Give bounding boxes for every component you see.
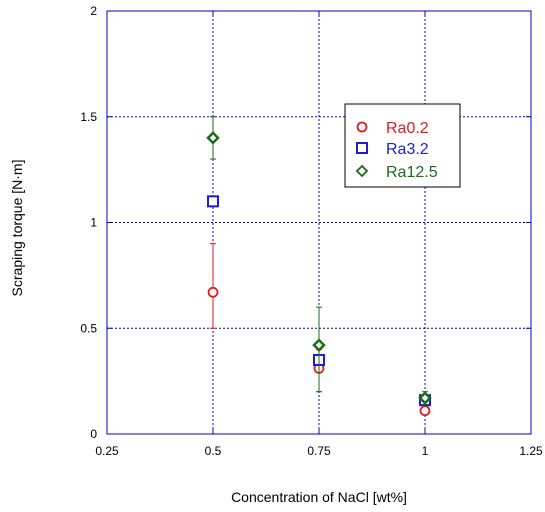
- legend-entry-ra12-5: Ra12.5: [355, 164, 438, 181]
- legend-entry-ra3-2: Ra3.2: [356, 141, 429, 158]
- y-tick-label-1: 1: [90, 216, 97, 230]
- data-point-circle: [419, 405, 431, 417]
- legend-label-ra12-5: Ra12.5: [386, 164, 438, 181]
- legend: Ra0.2 Ra3.2 Ra12.5: [344, 103, 461, 188]
- y-tick-label-2: 2: [90, 4, 97, 18]
- data-point-diamond: [418, 391, 432, 405]
- y-tick-label-1-5: 1.5: [80, 110, 97, 124]
- y-tick-label-0: 0: [90, 427, 97, 441]
- data-point-circle: [207, 286, 219, 298]
- x-tick-label-0-75: 0.75: [307, 444, 331, 458]
- legend-marker-circle: [356, 121, 368, 133]
- y-axis-label: Scraping torque [N·m]: [9, 160, 25, 297]
- legend-marker-square: [356, 142, 368, 154]
- legend-marker-diamond: [355, 164, 369, 178]
- data-point-diamond: [206, 131, 220, 145]
- legend-label-ra0-2: Ra0.2: [386, 120, 429, 137]
- data-point-diamond: [312, 338, 326, 352]
- x-axis-label: Concentration of NaCl [wt%]: [231, 489, 407, 505]
- y-tick-label-0-5: 0.5: [80, 321, 97, 335]
- legend-label-ra3-2: Ra3.2: [386, 141, 429, 158]
- data-point-square: [207, 195, 219, 208]
- axis-ticks: 0.25 0.5 0.75 1 1.25 0 0.5 1 1.5 2: [80, 4, 543, 458]
- x-tick-label-1-25: 1.25: [519, 444, 543, 458]
- series-ra12-5: [206, 116, 432, 405]
- legend-entry-ra0-2: Ra0.2: [356, 120, 429, 137]
- x-tick-label-1: 1: [422, 444, 429, 458]
- x-tick-label-0-5: 0.5: [205, 444, 222, 458]
- series-layer: [206, 116, 432, 417]
- x-tick-label-0-25: 0.25: [95, 444, 119, 458]
